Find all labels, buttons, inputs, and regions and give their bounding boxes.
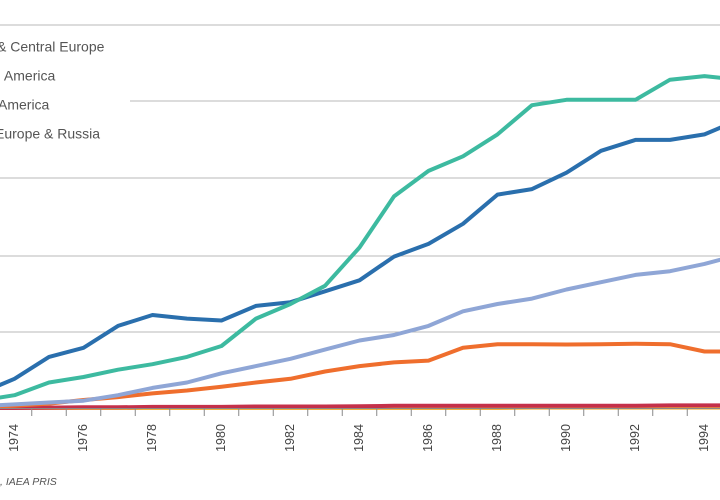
x-tick-label: 1994: [697, 424, 711, 452]
series-line-3: [0, 341, 720, 409]
legend-label: & Central Europe: [0, 39, 105, 55]
series-line-4: [0, 403, 720, 410]
legend-label: America: [0, 97, 50, 113]
legend-label: n America: [0, 68, 55, 84]
x-axis: 1974 1976 1978 1980 1982 1984 1986 1988 1990 1992…: [0, 408, 720, 452]
x-tick-label: 1988: [490, 424, 504, 452]
x-tick-label: 1982: [283, 424, 297, 452]
source-note: , IAEA PRIS: [0, 476, 57, 488]
x-tick-label: 1984: [352, 424, 366, 452]
x-tick-label: 1976: [76, 424, 90, 452]
x-tick-label: 1974: [7, 424, 21, 452]
legend: & Central Europe n America America Europe &…: [0, 39, 105, 142]
x-tick-label: 1990: [559, 424, 573, 452]
series-lines: [0, 74, 720, 410]
series-line-2: [0, 257, 720, 408]
x-tick-label: 1992: [628, 424, 642, 452]
legend-label: Europe & Russia: [0, 126, 100, 142]
x-tick-label: 1986: [421, 424, 435, 452]
gridlines: [0, 24, 720, 333]
x-tick-label: 1978: [145, 424, 159, 452]
series-line-0: [0, 74, 720, 400]
x-tick-label: 1980: [214, 424, 228, 452]
series-line-1: [0, 125, 720, 388]
